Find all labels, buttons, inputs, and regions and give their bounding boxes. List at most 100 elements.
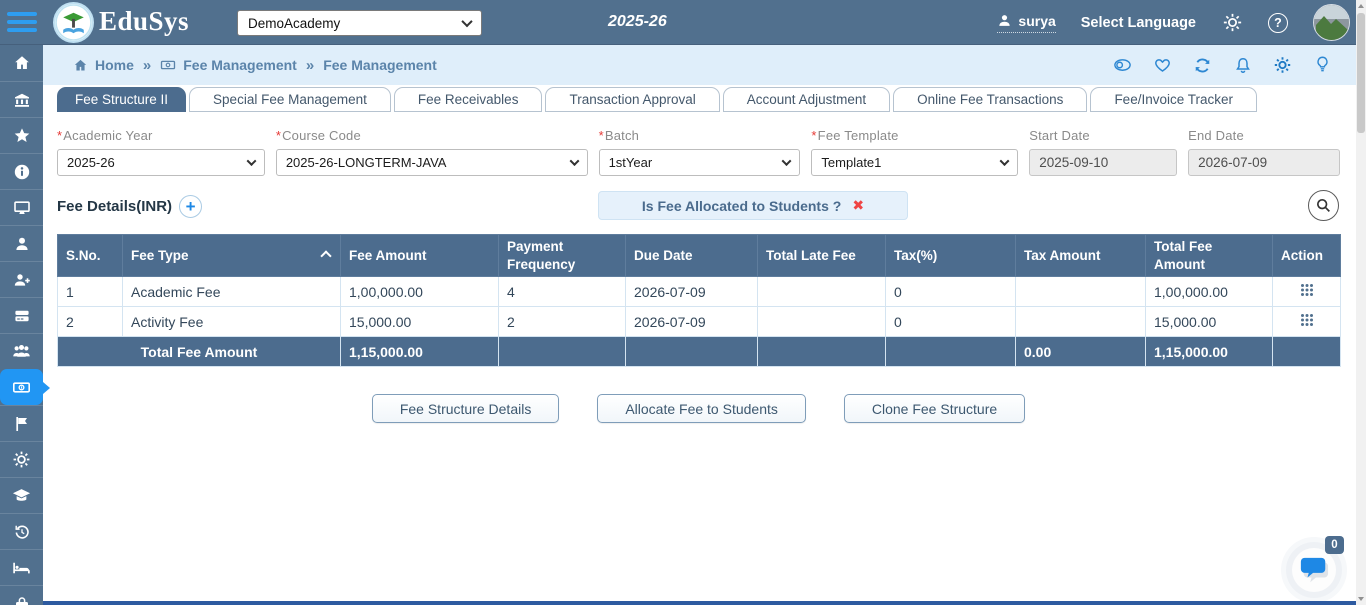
batch-select[interactable]: 1stYear	[598, 149, 801, 176]
settings-gear-icon[interactable]	[1221, 12, 1243, 34]
col-sno: S.No.	[57, 233, 123, 278]
fee-structure-details-button[interactable]: Fee Structure Details	[371, 394, 560, 424]
allocate-fee-button[interactable]: Allocate Fee to Students	[597, 394, 806, 424]
tab-fee-invoice-tracker[interactable]: Fee/Invoice Tracker	[1090, 87, 1257, 112]
cell-tax-pct: 0	[885, 276, 1016, 308]
tab-online-fee-transactions[interactable]: Online Fee Transactions	[893, 87, 1088, 112]
fee-allocated-question: Is Fee Allocated to Students ?	[641, 197, 842, 214]
chevron-down-icon	[461, 15, 473, 28]
tab-transaction-approval[interactable]: Transaction Approval	[545, 87, 720, 112]
sidebar-item-fee-management[interactable]	[0, 369, 43, 405]
fee-template-value: Template1	[821, 155, 882, 170]
sidebar	[0, 45, 43, 605]
add-fee-button[interactable]: +	[179, 195, 203, 218]
user-menu[interactable]: surya	[997, 12, 1056, 33]
sidebar-item-desktop[interactable]	[0, 189, 43, 225]
academic-year-label: *Academic Year	[57, 128, 153, 143]
row-action-menu[interactable]	[1272, 276, 1341, 308]
sidebar-item-info[interactable]	[0, 153, 43, 189]
scrollbar-thumb[interactable]	[1357, 13, 1365, 133]
notifications-bell-icon[interactable]	[1233, 56, 1252, 75]
username-label: surya	[1018, 12, 1056, 29]
row-action-menu[interactable]	[1272, 306, 1341, 338]
clone-fee-structure-button[interactable]: Clone Fee Structure	[843, 394, 1026, 424]
cell-payment-frequency: 2	[498, 306, 626, 338]
filter-form: *Academic Year 2025-26 *Course Code 2025…	[57, 128, 1340, 176]
scroll-down-icon[interactable]	[1356, 593, 1366, 605]
brand-name: EduSys	[99, 6, 190, 36]
sidebar-item-institution[interactable]	[0, 81, 43, 117]
chat-widget[interactable]: 0	[1292, 536, 1344, 592]
end-date-label: End Date	[1188, 128, 1244, 143]
col-fee-amount: Fee Amount	[340, 233, 499, 278]
academy-select-value: DemoAcademy	[248, 15, 341, 31]
total-label: Total Fee Amount	[57, 336, 341, 368]
total-tax-amount-cell: 0.00	[1015, 336, 1146, 368]
favorite-heart-icon[interactable]	[1153, 56, 1172, 75]
end-date-field[interactable]: 2026-07-09	[1188, 149, 1340, 176]
tab-bar: Fee Structure II Special Fee Management …	[57, 87, 1340, 112]
breadcrumb-bar: Home » Fee Management » Fee Management	[43, 45, 1356, 85]
fee-icon	[161, 60, 176, 70]
sort-asc-icon	[320, 250, 332, 262]
tab-fee-structure-ii[interactable]: Fee Structure II	[57, 87, 187, 112]
close-icon[interactable]: ✖	[852, 197, 865, 213]
table-row: 2 Activity Fee 15,000.00 2 2026-07-09 0 …	[57, 306, 1341, 338]
sidebar-item-history[interactable]	[0, 513, 43, 549]
cell-tax-amount	[1015, 306, 1146, 338]
chat-bubble-icon	[1300, 557, 1329, 583]
select-language-button[interactable]: Select Language	[1080, 14, 1196, 31]
cell-due-date: 2026-07-09	[625, 306, 758, 338]
batch-label: *Batch	[598, 128, 640, 143]
fee-details-header-row: Fee Details(INR) + Is Fee Allocated to S…	[57, 190, 1340, 222]
sidebar-item-student[interactable]	[0, 225, 43, 261]
sidebar-item-home[interactable]	[0, 45, 43, 81]
col-fee-type[interactable]: Fee Type	[122, 233, 341, 278]
cell-payment-frequency: 4	[498, 276, 626, 308]
breadcrumb-separator: »	[142, 56, 152, 74]
cell-total-late-fee	[757, 276, 886, 308]
sidebar-item-add-user[interactable]	[0, 261, 43, 297]
breadcrumb-fee-management[interactable]: Fee Management	[160, 57, 297, 73]
chevron-down-icon	[999, 156, 1010, 167]
search-button[interactable]	[1308, 190, 1339, 221]
breadcrumb-separator: »	[305, 56, 315, 74]
scroll-up-icon[interactable]	[1356, 0, 1366, 12]
toggle-icon[interactable]	[1113, 56, 1132, 75]
sidebar-item-academics[interactable]	[0, 477, 43, 513]
sidebar-item-user-groups[interactable]	[0, 333, 43, 369]
tab-account-adjustment[interactable]: Account Adjustment	[722, 87, 891, 112]
sidebar-item-favorites[interactable]	[0, 117, 43, 153]
sidebar-item-inventory[interactable]	[0, 585, 43, 605]
tab-fee-receivables[interactable]: Fee Receivables	[393, 87, 543, 112]
page-settings-gear-icon[interactable]	[1273, 56, 1292, 75]
refresh-icon[interactable]	[1193, 56, 1212, 75]
fee-template-label: *Fee Template	[811, 128, 899, 143]
chevron-down-icon	[781, 156, 792, 167]
start-date-field[interactable]: 2025-09-10	[1029, 149, 1178, 176]
help-icon[interactable]: ?	[1268, 12, 1288, 33]
academic-year-select[interactable]: 2025-26	[57, 149, 265, 176]
fee-template-select[interactable]: Template1	[811, 149, 1019, 176]
hamburger-menu-icon[interactable]	[7, 12, 37, 33]
cell-fee-amount: 1,00,000.00	[340, 276, 499, 308]
col-payment-frequency: Payment Frequency	[498, 233, 626, 278]
course-code-select[interactable]: 2025-26-LONGTERM-JAVA	[275, 149, 588, 176]
breadcrumb-home[interactable]: Home	[73, 57, 134, 73]
session-label: 2025-26	[608, 13, 667, 30]
action-buttons: Fee Structure Details Allocate Fee to St…	[57, 394, 1340, 424]
total-grand-amount-cell: 1,15,000.00	[1145, 336, 1273, 368]
sidebar-item-id-card[interactable]	[0, 297, 43, 333]
sidebar-item-settings[interactable]	[0, 441, 43, 477]
cell-sno: 2	[57, 306, 123, 338]
sidebar-item-flag[interactable]	[0, 405, 43, 441]
avatar[interactable]	[1313, 4, 1350, 41]
idea-bulb-icon[interactable]	[1313, 56, 1332, 75]
cell-sno: 1	[57, 276, 123, 308]
tab-special-fee-management[interactable]: Special Fee Management	[189, 87, 391, 112]
scrollbar[interactable]	[1356, 0, 1366, 605]
sidebar-item-hostel[interactable]	[0, 549, 43, 585]
fee-details-table: S.No. Fee Type Fee Amount Payment Freque…	[57, 233, 1341, 368]
academy-select[interactable]: DemoAcademy	[237, 10, 482, 36]
